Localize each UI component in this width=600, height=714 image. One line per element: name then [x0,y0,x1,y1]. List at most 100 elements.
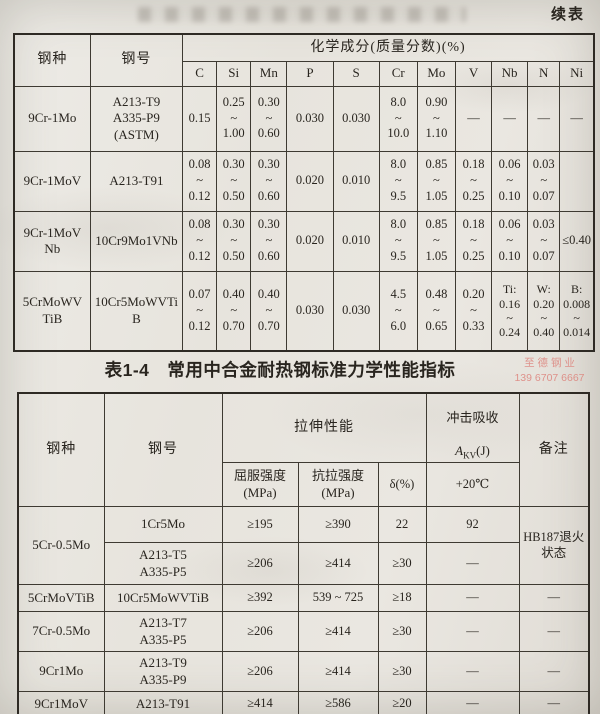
t1-header-element-Ni: Ni [559,60,595,87]
t2-header-steel-type: 钢种 [17,392,105,508]
t2-header-impact: 冲击吸收 AKV(J) [425,392,520,464]
t2-grade-cell: A213-T7 A335-P5 [103,611,223,653]
t2-grade-cell: A213-T91 [103,691,223,714]
table-row: 5CrMoWV TiB 10Cr5MoWVTi B 0.07 ~ 0.12 0.… [13,270,595,352]
t1-header-element-Si: Si [216,60,252,87]
table-row: 5Cr-0.5Mo 1Cr5Mo ≥195 ≥390 22 92 HB187退火… [17,506,590,586]
t1-value-cell: — [491,85,529,152]
t1-header-steel-grade: 钢号 [89,33,184,87]
t1-header-element-Mo: Mo [416,60,456,87]
t2-tensile-cell: ≥390 [297,506,379,544]
table-row: 9Cr-1MoV A213-T91 0.08 ~ 0.12 0.30 ~ 0.5… [13,150,595,212]
t1-value-cell: 0.08 ~ 0.12 [182,210,218,272]
t2-type-cell: 5Cr-0.5Mo [17,506,105,586]
t1-value-cell: 0.18 ~ 0.25 [454,210,493,272]
t2-header-elongation: δ(%) [377,462,427,508]
t1-value-cell: 0.20 ~ 0.33 [454,270,493,352]
bleedthrough-artifact [138,7,466,22]
t2-yield-cell: ≥195 [221,506,299,544]
t1-value-cell: 0.030 [332,85,380,152]
t1-value-cell: 0.07 ~ 0.12 [182,270,218,352]
t1-header-element-P: P [286,60,334,87]
t2-header-yield: 屈服强度 (MPa) [221,462,299,508]
table-row: 9Cr1Mo A213-T9 A335-P9 ≥206 ≥414 ≥30 — — [17,651,590,693]
t1-type-cell: 9Cr-1MoV Nb [13,210,91,272]
t1-value-cell: 0.85 ~ 1.05 [416,150,456,212]
t1-value-cell: 0.25 ~ 1.00 [216,85,252,152]
t1-grade-cell: 10Cr5MoWVTi B [89,270,184,352]
t2-remark-cell: — [518,611,590,653]
t2-grade-cell: 1Cr5Mo [103,506,223,544]
t1-value-cell: 0.40 ~ 0.70 [216,270,252,352]
watermark-phone: 139 6707 6667 [514,372,585,385]
t2-tensile-cell: ≥414 [297,611,379,653]
t1-value-cell: 0.85 ~ 1.05 [416,210,456,272]
table-row: 7Cr-0.5Mo A213-T7 A335-P5 ≥206 ≥414 ≥30 … [17,611,590,653]
t1-value-cell: 4.5 ~ 6.0 [378,270,418,352]
table-row: 9Cr-1MoV Nb 10Cr9Mo1VNb 0.08 ~ 0.12 0.30… [13,210,595,272]
t1-value-cell: 8.0 ~ 10.0 [378,85,418,152]
t2-header-impact-temp: +20℃ [425,462,520,508]
chemical-composition-table: 钢种 钢号 化学成分(质量分数)(%) C Si Mn P S Cr Mo V … [13,33,595,352]
impact-title: 冲击吸收 [446,410,499,426]
t1-value-cell: 0.30 ~ 0.60 [250,85,288,152]
t1-header-row-2: C Si Mn P S Cr Mo V Nb N Ni [14,60,595,87]
t1-grade-cell: 10Cr9Mo1VNb [89,210,184,272]
impact-unit: (J) [476,443,490,459]
mechanical-properties-table: 钢种 钢号 拉伸性能 冲击吸收 AKV(J) 备注 屈服强度 (MPa) 抗拉强… [17,392,590,714]
t1-header-row-1: 钢种 钢号 化学成分(质量分数)(%) [13,33,595,87]
t2-tensile-cell: ≥414 [297,542,379,586]
t2-header-row-1: 钢种 钢号 拉伸性能 冲击吸收 AKV(J) 备注 [17,392,590,508]
t2-elongation-cell: ≥30 [377,611,427,653]
t2-header-steel-grade: 钢号 [103,392,223,508]
t1-header-element-V: V [454,60,493,87]
t2-type-cell: 9Cr1Mo [17,651,105,693]
t1-grade-cell: A213-T91 [89,150,184,212]
impact-symbol: A [455,443,464,459]
t1-value-cell: 0.06 ~ 0.10 [491,150,529,212]
t1-value-cell: 0.30 ~ 0.60 [250,150,288,212]
t1-value-cell: 0.010 [332,210,380,272]
t1-type-cell: 9Cr-1Mo [13,85,91,152]
t1-value-cell: — [559,85,595,152]
t1-type-cell: 9Cr-1MoV [13,150,91,212]
t2-yield-cell: ≥206 [221,542,299,586]
t1-header-element-Nb: Nb [491,60,529,87]
t2-impact-cell: — [425,542,520,586]
t2-elongation-cell: ≥18 [377,584,427,613]
t2-elongation-cell: ≥30 [377,542,427,586]
t1-value-cell: 0.020 [286,150,334,212]
t2-header-row-2: 屈服强度 (MPa) 抗拉强度 (MPa) δ(%) +20℃ [18,462,589,508]
t2-yield-cell: ≥392 [221,584,299,613]
t2-elongation-cell: ≥20 [377,691,427,714]
t2-impact-cell: — [425,691,520,714]
t1-header-steel-type: 钢种 [13,33,91,87]
t2-impact-cell: — [425,611,520,653]
t1-value-cell: ≤0.40 [559,210,595,272]
t1-value-cell: 0.40 ~ 0.70 [250,270,288,352]
t1-value-cell: Ti: 0.16 ~ 0.24 [491,270,529,352]
t1-value-cell: 0.03 ~ 0.07 [527,150,561,212]
t2-header-remark: 备注 [518,392,590,508]
t1-value-cell: 0.15 [182,85,218,152]
t2-tensile-cell: 539 ~ 725 [297,584,379,613]
t2-impact-cell: — [425,584,520,613]
t1-value-cell: — [454,85,493,152]
table-row: 5CrMoVTiB 10Cr5MoWVTiB ≥392 539 ~ 725 ≥1… [17,584,590,613]
t1-header-element-C: C [182,60,218,87]
t1-value-cell [559,150,595,212]
t2-remark-cell: — [518,584,590,613]
continued-table-label: 续表 [550,7,585,23]
t2-yield-cell: ≥414 [221,691,299,714]
t2-tensile-cell: ≥586 [297,691,379,714]
t1-value-cell: 8.0 ~ 9.5 [378,210,418,272]
t1-value-cell: 0.030 [286,85,334,152]
t1-value-cell: 0.03 ~ 0.07 [527,210,561,272]
t1-value-cell: 0.48 ~ 0.65 [416,270,456,352]
t1-value-cell: 0.30 ~ 0.50 [216,150,252,212]
t1-grade-cell: A213-T9 A335-P9 (ASTM) [89,85,184,152]
t2-grade-cell: A213-T9 A335-P9 [103,651,223,693]
t1-type-cell: 5CrMoWV TiB [13,270,91,352]
t2-elongation-cell: 22 [377,506,427,544]
